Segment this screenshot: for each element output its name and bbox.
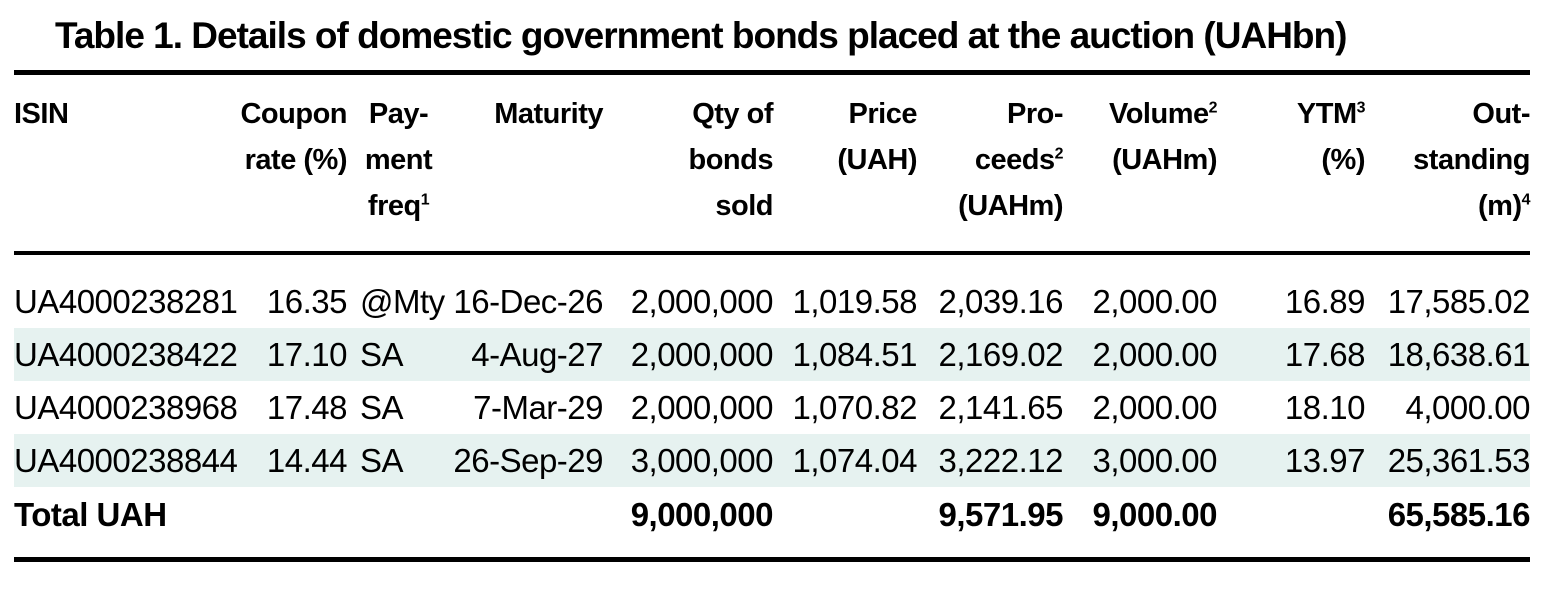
cell-volume: 2,000.00: [1092, 389, 1218, 426]
cell-qty-sold: 2,000,000: [630, 283, 774, 320]
table-row: UA4000238422 17.10 SA 4-Aug-27 2,000,000…: [14, 328, 1531, 381]
table-row: UA4000238968 17.48 SA 7-Mar-29 2,000,000…: [14, 381, 1531, 434]
cell-proceeds: 2,169.02: [917, 328, 1064, 381]
cell-outstanding: 4,000.00: [1405, 389, 1531, 426]
footnote-marker: 4: [1521, 191, 1531, 209]
cell-total-qty: 9,000,000: [630, 496, 774, 533]
header-line: Volume: [1109, 98, 1209, 130]
header-line: (%): [1321, 144, 1365, 176]
col-header-maturity: Maturity: [450, 75, 603, 255]
header-line: Price: [848, 98, 918, 130]
cell-coupon-rate: 17.10: [237, 328, 348, 381]
col-header-volume: Volume2 (UAHm): [1063, 75, 1218, 255]
cell-volume: 2,000.00: [1063, 328, 1218, 381]
total-row: Total UAH 9,000,000 9,571.95 9,000.00 65…: [14, 487, 1531, 557]
bottom-rule: [14, 557, 1530, 562]
cell-price: 1,074.04: [773, 434, 918, 487]
col-header-ytm: YTM3 (%): [1217, 75, 1366, 255]
cell-payment-freq: SA: [347, 434, 450, 487]
header-row: ISIN Coupon rate (%) Pay- ment freq1 Mat…: [14, 75, 1531, 255]
col-header-isin: ISIN: [14, 75, 237, 255]
header-line: bonds: [688, 144, 774, 176]
header-line: Pro-: [1007, 98, 1064, 130]
cell-isin: UA4000238968: [14, 389, 238, 426]
cell-total-label: Total UAH: [14, 496, 167, 533]
cell-proceeds: 2,039.16: [938, 283, 1064, 320]
col-header-qty-sold: Qty of bonds sold: [603, 75, 774, 255]
col-header-outstanding: Out- standing (m)4: [1365, 75, 1531, 255]
header-line: Qty of: [692, 98, 773, 130]
col-header-price: Price (UAH): [773, 75, 918, 255]
header-line: standing: [1413, 144, 1530, 176]
cell-qty-sold: 2,000,000: [603, 328, 774, 381]
cell-price: 1,019.58: [792, 283, 918, 320]
cell-payment-freq: @Mty: [360, 283, 445, 320]
footnote-marker: 2: [1054, 145, 1064, 163]
table-row: UA4000238844 14.44 SA 26-Sep-29 3,000,00…: [14, 434, 1531, 487]
header-line: Coupon: [240, 98, 347, 130]
cell-outstanding: 17,585.02: [1387, 283, 1531, 320]
header-line: YTM: [1296, 98, 1357, 130]
header-line: Out-: [1472, 98, 1530, 130]
header-line: (m): [1478, 190, 1522, 222]
cell-total-volume: 9,000.00: [1092, 496, 1218, 533]
cell-price: 1,070.82: [792, 389, 918, 426]
cell-ytm: 18.10: [1284, 389, 1366, 426]
header-line: (UAH): [837, 144, 917, 176]
cell-coupon-rate: 16.35: [266, 283, 348, 320]
cell-payment-freq: SA: [360, 389, 404, 426]
col-header-coupon-rate: Coupon rate (%): [237, 75, 348, 255]
cell-maturity: 26-Sep-29: [450, 434, 604, 487]
header-line: freq: [367, 190, 421, 222]
table-row: UA4000238281 16.35 @Mty 16-Dec-26 2,000,…: [14, 253, 1531, 328]
cell-isin: UA4000238422: [14, 328, 238, 381]
cell-empty: [347, 487, 450, 557]
table-title: Table 1. Details of domestic government …: [55, 15, 1347, 56]
cell-maturity: 16-Dec-26: [453, 283, 603, 320]
cell-empty: [773, 487, 917, 557]
cell-ytm: 16.89: [1284, 283, 1366, 320]
cell-isin: UA4000238281: [14, 283, 238, 320]
cell-total-outstanding: 65,585.16: [1387, 496, 1531, 533]
top-rule: [14, 70, 1530, 75]
col-header-proceeds: Pro- ceeds2 (UAHm): [917, 75, 1064, 255]
footnote-marker: 1: [420, 191, 430, 209]
cell-isin: UA4000238844: [14, 434, 238, 487]
cell-coupon-rate: 17.48: [266, 389, 348, 426]
cell-empty: [1217, 487, 1365, 557]
bond-auction-table: ISIN Coupon rate (%) Pay- ment freq1 Mat…: [14, 75, 1531, 557]
cell-ytm: 17.68: [1217, 328, 1366, 381]
cell-total-proceeds: 9,571.95: [938, 496, 1064, 533]
footnote-marker: 2: [1208, 99, 1218, 117]
header-line: sold: [715, 190, 773, 222]
header-line: ment: [364, 144, 433, 176]
cell-maturity: 7-Mar-29: [473, 389, 603, 426]
cell-empty: [450, 487, 603, 557]
cell-proceeds: 3,222.12: [917, 434, 1064, 487]
cell-empty: [237, 487, 347, 557]
header-line: rate (%): [244, 144, 348, 176]
cell-ytm: 13.97: [1217, 434, 1366, 487]
header-line: ISIN: [14, 98, 69, 130]
col-header-payment-freq: Pay- ment freq1: [347, 75, 450, 255]
cell-payment-freq: SA: [347, 328, 450, 381]
cell-volume: 3,000.00: [1063, 434, 1218, 487]
header-line: ceeds: [974, 144, 1055, 176]
cell-coupon-rate: 14.44: [237, 434, 348, 487]
cell-price: 1,084.51: [773, 328, 918, 381]
footnote-marker: 3: [1356, 99, 1366, 117]
header-line: (UAHm): [958, 190, 1063, 222]
cell-outstanding: 25,361.53: [1365, 434, 1531, 487]
cell-proceeds: 2,141.65: [938, 389, 1064, 426]
cell-qty-sold: 2,000,000: [630, 389, 774, 426]
report-table-page: Table 1. Details of domestic government …: [14, 15, 1531, 562]
header-line: Pay-: [368, 98, 429, 130]
cell-qty-sold: 3,000,000: [603, 434, 774, 487]
cell-outstanding: 18,638.61: [1365, 328, 1531, 381]
cell-volume: 2,000.00: [1092, 283, 1218, 320]
header-line: (UAHm): [1112, 144, 1217, 176]
header-line: Maturity: [494, 98, 603, 130]
cell-maturity: 4-Aug-27: [450, 328, 604, 381]
